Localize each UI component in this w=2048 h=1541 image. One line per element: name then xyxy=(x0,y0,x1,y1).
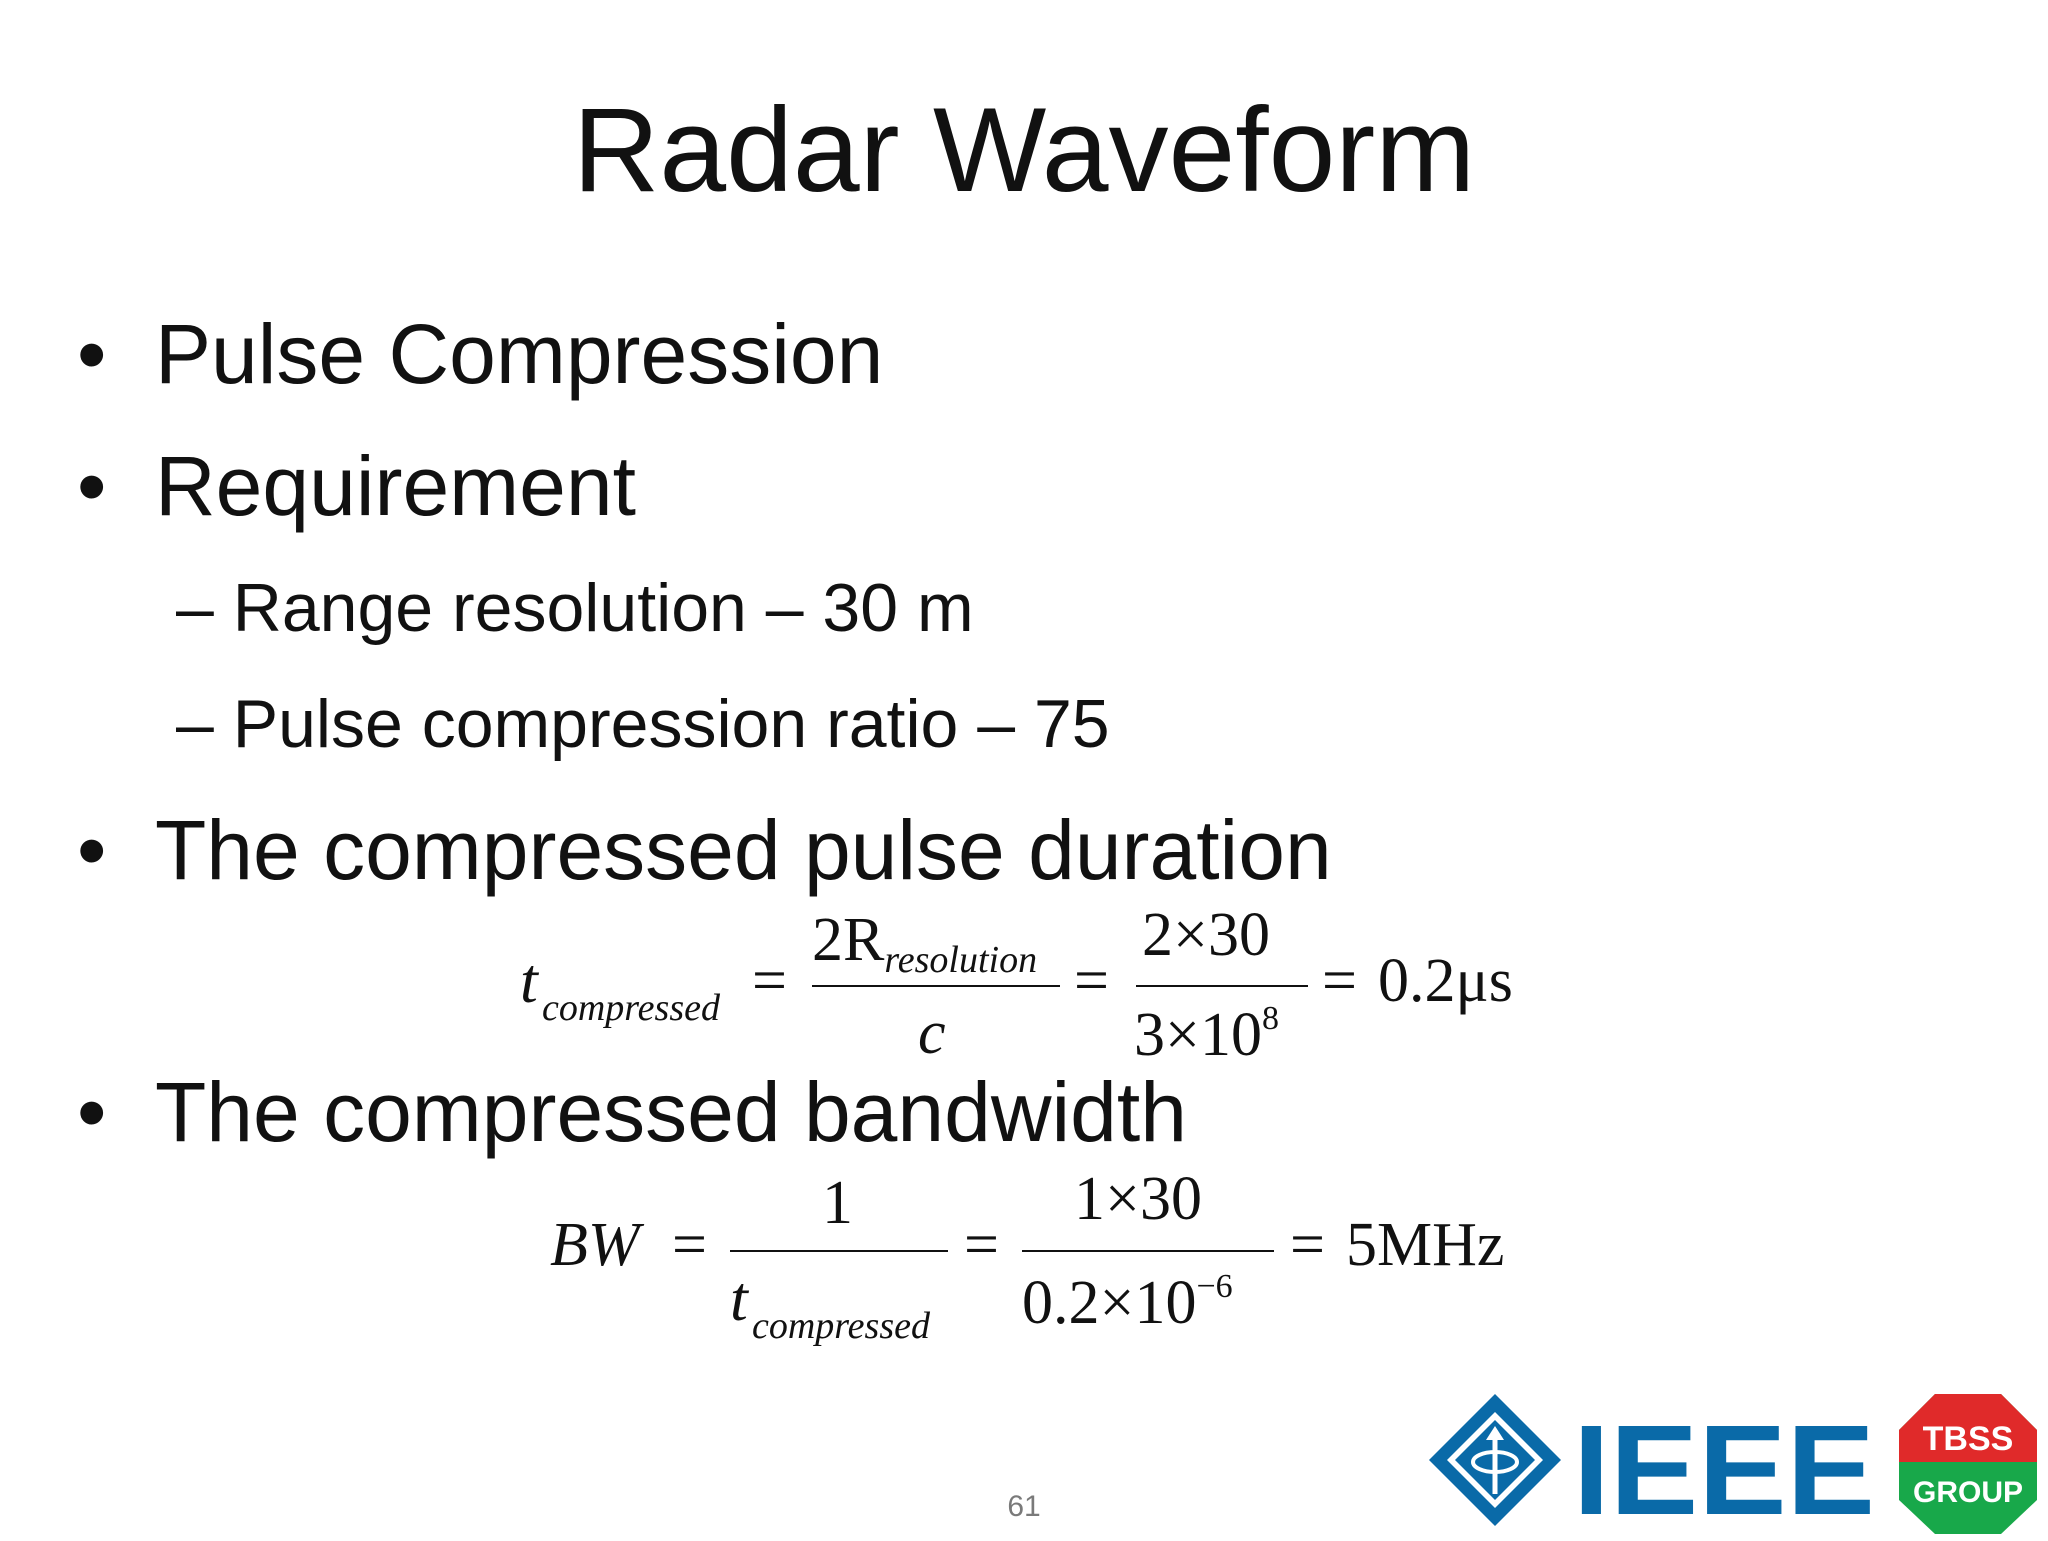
bullet-requirement: • Requirement xyxy=(77,436,636,536)
ieee-diamond-icon xyxy=(1429,1394,1561,1526)
eq1-t: t xyxy=(520,945,538,1016)
ieee-logo: IEEE TBSS GROUP xyxy=(1429,1394,2037,1541)
eq1-frac1-bar xyxy=(812,985,1060,987)
bullet-marker: • xyxy=(77,307,107,401)
eq2-frac1-bar xyxy=(730,1250,948,1252)
slide-title: Radar Waveform xyxy=(572,83,1476,217)
bullet-marker: • xyxy=(77,803,107,897)
bullet-text: The compressed pulse duration xyxy=(155,803,1332,897)
eq2-equals-2: = xyxy=(964,1211,999,1279)
eq1-exponent: 8 xyxy=(1261,1000,1279,1037)
eq1-equals-2: = xyxy=(1074,947,1109,1015)
eq2-frac1-den-sub: compressed xyxy=(752,1305,930,1347)
eq1-t-subscript: compressed xyxy=(542,987,720,1029)
eq1-equals-3: = xyxy=(1322,947,1357,1015)
eq1-frac1-numerator: 2Rresolution xyxy=(812,905,1037,981)
eq2-result: 5MHz xyxy=(1346,1211,1505,1279)
subbullet-compression-ratio: – Pulse compression ratio – 75 xyxy=(176,686,1110,762)
eq2-frac2-bar xyxy=(1022,1250,1274,1252)
svg-text:GROUP: GROUP xyxy=(1913,1476,2023,1509)
eq2-frac2-denominator: 0.2×10−6 xyxy=(1022,1268,1233,1339)
eq1-frac2-numerator: 2×30 xyxy=(1142,901,1270,969)
subbullet-range-resolution: – Range resolution – 30 m xyxy=(176,570,974,646)
eq1-2r: 2R xyxy=(812,906,885,974)
eq1-equals-1: = xyxy=(752,947,787,1015)
bullet-compressed-pulse-duration: • The compressed pulse duration xyxy=(77,800,1332,900)
svg-text:TBSS: TBSS xyxy=(1923,1420,2014,1458)
eq1-resolution-sub: resolution xyxy=(884,939,1038,981)
bullet-compressed-bandwidth: • The compressed bandwidth xyxy=(77,1062,1187,1162)
bullet-text: Requirement xyxy=(155,439,636,533)
eq1-result: 0.2μs xyxy=(1378,947,1513,1015)
ieee-wordmark: IEEE xyxy=(1573,1399,1875,1536)
bullet-marker: • xyxy=(77,439,107,533)
logo-area: IEEE TBSS GROUP xyxy=(1425,1390,2045,1541)
bullet-pulse-compression: • Pulse Compression xyxy=(77,304,884,404)
bullet-marker: • xyxy=(77,1065,107,1159)
eq2-0.2x10: 0.2×10 xyxy=(1022,1269,1197,1337)
eq1-3x10: 3×10 xyxy=(1134,1001,1262,1069)
page-number: 61 xyxy=(1007,1490,1041,1523)
eq2-bw: BW xyxy=(550,1211,640,1279)
eq1-frac1-denominator: c xyxy=(918,999,946,1067)
tbss-group-logo: TBSS GROUP xyxy=(1899,1394,2037,1534)
eq2-equals-3: = xyxy=(1290,1211,1325,1279)
eq2-frac1-den-t: t xyxy=(730,1263,748,1334)
bullet-text: Pulse Compression xyxy=(155,307,884,401)
eq2-frac2-numerator: 1×30 xyxy=(1074,1165,1202,1233)
eq1-frac2-denominator: 3×108 xyxy=(1134,1000,1279,1071)
eq2-equals-1: = xyxy=(672,1211,707,1279)
bullet-text: The compressed bandwidth xyxy=(155,1065,1187,1159)
eq2-exponent: −6 xyxy=(1196,1268,1233,1305)
eq1-frac2-bar xyxy=(1136,985,1308,987)
eq2-frac1-numerator: 1 xyxy=(822,1169,853,1237)
